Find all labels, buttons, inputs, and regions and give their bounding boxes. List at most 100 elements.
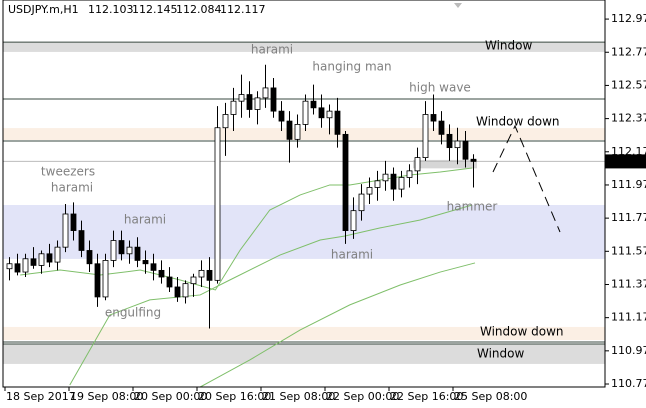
y-tick-label: 111.575 (611, 244, 646, 257)
header-value: 112.145 (132, 3, 178, 16)
frame (2, 0, 606, 388)
y-tick-label: 110.775 (611, 377, 646, 390)
projection-line (492, 124, 561, 233)
candle-body (14, 263, 21, 273)
zone (3, 205, 605, 259)
x-tick-label: 20 Sep 16:00 (198, 390, 271, 403)
moving-average (199, 262, 476, 388)
candle-body (414, 157, 421, 172)
candle-body (406, 170, 413, 178)
zone (413, 159, 477, 169)
candle-body (6, 263, 13, 270)
pattern-label: harami (331, 248, 373, 262)
zone-label: Window (477, 347, 525, 361)
candle-body (150, 263, 157, 271)
pattern-label: high wave (409, 81, 471, 95)
candle-body (350, 210, 357, 231)
candle-body (278, 110, 285, 122)
candle-body (158, 269, 165, 278)
zone (3, 326, 605, 341)
candle-body (326, 110, 333, 119)
zone (3, 128, 605, 141)
candle-body (230, 100, 237, 115)
plot (3, 41, 605, 388)
candle-body (222, 114, 229, 129)
candle-body (206, 269, 213, 281)
header-value: 112.084 (176, 3, 222, 16)
pattern-label: harami (51, 181, 93, 195)
y-tick-label: 112.975 (611, 12, 646, 25)
candle-body (214, 127, 221, 281)
pattern-label: harami (124, 213, 166, 227)
candle-body (246, 94, 253, 110)
moving-average (69, 204, 473, 386)
x-tick-label: 22 Sep 00:00 (326, 390, 399, 403)
candle-body (46, 253, 53, 263)
y-tick-label: 111.775 (611, 211, 646, 224)
candle-body (382, 173, 389, 182)
pattern-label: tweezers (41, 165, 95, 179)
candle-body (238, 94, 245, 102)
scroll-marker (454, 3, 462, 8)
candle-body (166, 276, 173, 288)
y-tick-label: 112.575 (611, 78, 646, 91)
candle-body (302, 100, 309, 125)
candle-body (70, 213, 77, 231)
candle-body (286, 120, 293, 140)
current-price-label: 112.117 (611, 154, 646, 167)
candle-body (294, 124, 301, 140)
candle-body (470, 158, 477, 162)
candle-body (30, 258, 37, 266)
candle-body (54, 246, 61, 263)
candle-body (430, 114, 437, 122)
candle-body (422, 114, 429, 158)
candle-body (270, 87, 277, 112)
candle-body (446, 133, 453, 149)
y-tick-label: 111.375 (611, 277, 646, 290)
candle-body (310, 100, 317, 109)
x-tick-label: 19 Sep 08:00 (70, 390, 143, 403)
y-tick-label: 112.775 (611, 45, 646, 58)
candle-body (374, 180, 381, 188)
candle-body (182, 283, 189, 298)
candle-body (38, 253, 45, 266)
y-tick-label: 111.975 (611, 178, 646, 191)
candle-body (78, 230, 85, 251)
candle-body (126, 246, 133, 255)
header-value: 112.103 (88, 3, 134, 16)
candle-body (142, 260, 149, 265)
candle-body (334, 110, 341, 135)
candle-body (438, 120, 445, 135)
candle-body (102, 260, 109, 298)
candle-body (398, 177, 405, 190)
candle-body (462, 140, 469, 160)
x-tick-label: 25 Sep 08:00 (454, 390, 527, 403)
current-price-box (605, 154, 646, 169)
candle-body (86, 250, 93, 265)
header-value: 112.117 (220, 3, 266, 16)
candle-body (358, 193, 365, 212)
y-tick-label: 112.375 (611, 112, 646, 125)
candle-body (94, 263, 101, 298)
candle-body (62, 213, 69, 248)
x-tick-label: 18 Sep 2017 (6, 390, 76, 403)
header-symbol: USDJPY.m,H1 (8, 3, 79, 16)
candle-body (134, 246, 141, 261)
pattern-label: hanging man (312, 60, 391, 74)
candle-body (174, 286, 181, 298)
candle-body (190, 276, 197, 285)
y-tick-label: 110.975 (611, 344, 646, 357)
zone-label: Window down (480, 325, 564, 339)
candle-body (318, 107, 325, 119)
pattern-label: hammer (447, 200, 498, 214)
candle-body (366, 187, 373, 195)
zone (3, 42, 605, 52)
x-tick-label: 22 Sep 16:00 (390, 390, 463, 403)
candle-body (390, 173, 397, 190)
candle-body (110, 240, 117, 261)
x-tick-label: 21 Sep 08:00 (262, 390, 335, 403)
y-tick-label: 111.175 (611, 311, 646, 324)
candle-body (254, 97, 261, 110)
candle-body (342, 133, 349, 231)
zone-label: Window down (476, 115, 560, 129)
